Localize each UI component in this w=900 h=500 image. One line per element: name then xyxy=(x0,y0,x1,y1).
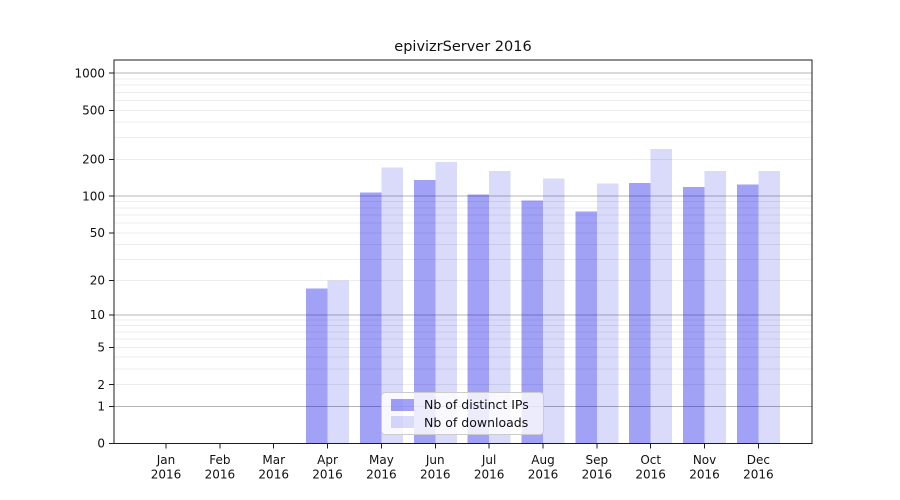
y-tick-label: 100 xyxy=(82,189,105,203)
bar-jul-distinct-ips xyxy=(467,194,490,444)
bar-may-distinct-ips xyxy=(359,192,382,444)
bar-nov-downloads xyxy=(704,171,727,444)
y-tick-label: 5 xyxy=(97,341,105,355)
legend-label-distinct-ips: Nb of distinct IPs xyxy=(424,397,529,413)
x-tick-label-month: Nov xyxy=(693,453,716,467)
x-tick-label-year: 2016 xyxy=(312,468,343,482)
bar-apr-downloads xyxy=(327,280,350,444)
bars-downloads xyxy=(327,148,780,444)
bar-jun-distinct-ips xyxy=(413,180,436,444)
bars-distinct-ips xyxy=(306,180,759,444)
bar-oct-distinct-ips xyxy=(629,183,651,444)
bar-sep-distinct-ips xyxy=(575,211,597,444)
x-tick-label-year: 2016 xyxy=(582,468,613,482)
x-tick-label-month: Jul xyxy=(481,453,496,467)
legend-label-downloads: Nb of downloads xyxy=(424,414,529,430)
x-tick-label-month: Feb xyxy=(209,453,230,467)
y-tick-label: 0 xyxy=(97,437,105,451)
bar-dec-distinct-ips xyxy=(736,184,759,444)
y-tick-label: 500 xyxy=(82,104,105,118)
x-tick-label-month: Jun xyxy=(425,453,445,467)
x-tick-label-year: 2016 xyxy=(258,468,289,482)
bar-oct-downloads xyxy=(650,148,673,444)
bar-jun-downloads xyxy=(435,161,457,444)
bar-may-downloads xyxy=(381,167,403,444)
x-tick-label-year: 2016 xyxy=(420,468,451,482)
bar-aug-distinct-ips xyxy=(521,200,543,444)
x-tick-label-month: Mar xyxy=(262,453,285,467)
legend-item-distinct-ips: Nb of distinct IPs xyxy=(391,396,537,414)
plot-frame xyxy=(113,59,813,444)
legend: Nb of distinct IPs Nb of downloads xyxy=(381,392,544,435)
bar-sep-downloads xyxy=(596,183,619,444)
x-tick-label-month: May xyxy=(369,453,394,467)
y-tick-label: 1 xyxy=(97,400,105,414)
legend-swatch-distinct-ips xyxy=(391,398,414,411)
y-tick-label: 200 xyxy=(82,152,105,166)
y-tick-label: 20 xyxy=(90,274,105,288)
y-tick-label: 1000 xyxy=(74,66,105,80)
plot-border xyxy=(113,59,813,444)
chart-title: epivizrServer 2016 xyxy=(394,39,532,55)
bar-apr-distinct-ips xyxy=(306,288,328,444)
x-tick-label-month: Sep xyxy=(586,453,609,467)
legend-swatch-downloads xyxy=(391,416,414,429)
x-tick-label-year: 2016 xyxy=(474,468,505,482)
x-tick-label-year: 2016 xyxy=(743,468,774,482)
legend-item-downloads: Nb of downloads xyxy=(391,414,537,432)
x-axis: Jan2016Feb2016Mar2016Apr2016May2016Jun20… xyxy=(151,443,774,482)
y-axis: 0 1 2 5 10 20 50 100 200 500 1000 xyxy=(74,66,114,451)
x-tick-label-month: Apr xyxy=(317,453,338,467)
x-tick-label-month: Dec xyxy=(747,453,770,467)
bar-jul-downloads xyxy=(489,170,511,444)
x-tick-label-year: 2016 xyxy=(366,468,397,482)
x-tick-label-year: 2016 xyxy=(635,468,666,482)
bar-nov-distinct-ips xyxy=(683,186,705,444)
bar-aug-downloads xyxy=(542,178,565,444)
x-tick-label-year: 2016 xyxy=(528,468,559,482)
x-tick-label-year: 2016 xyxy=(689,468,720,482)
y-tick-label: 2 xyxy=(97,378,105,392)
x-tick-label-month: Aug xyxy=(531,453,554,467)
x-tick-label-month: Jan xyxy=(156,453,176,467)
y-tick-label: 50 xyxy=(90,226,105,240)
x-tick-label-month: Oct xyxy=(640,453,661,467)
x-tick-label-year: 2016 xyxy=(205,468,236,482)
y-tick-label: 10 xyxy=(90,308,105,322)
gridlines-minor xyxy=(114,78,812,386)
x-tick-label-year: 2016 xyxy=(151,468,182,482)
bar-dec-downloads xyxy=(758,171,780,444)
